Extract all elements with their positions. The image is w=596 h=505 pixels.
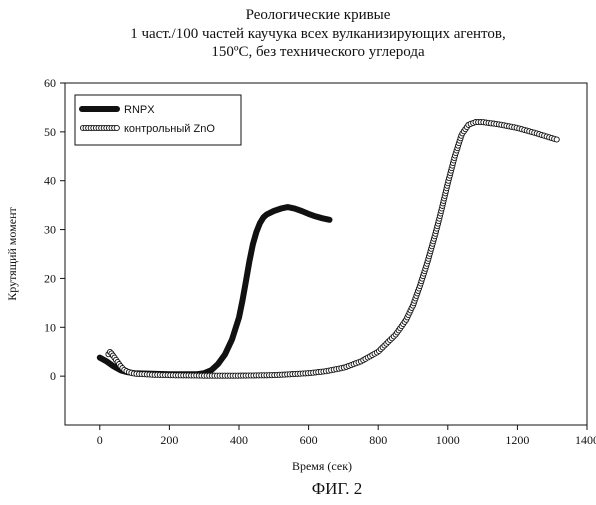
y-tick-label: 10 xyxy=(44,320,56,334)
legend-swatch-point xyxy=(114,125,119,130)
y-tick-label: 30 xyxy=(44,223,56,237)
x-tick-label: 0 xyxy=(97,433,103,447)
y-tick-label: 20 xyxy=(44,271,56,285)
legend-box xyxy=(75,95,241,145)
x-tick-label: 400 xyxy=(230,433,248,447)
y-tick-label: 0 xyxy=(50,369,56,383)
series-layer xyxy=(100,120,560,379)
y-tick-label: 60 xyxy=(44,76,56,90)
x-tick-label: 600 xyxy=(300,433,318,447)
chart-title-line-2: 1 част./100 частей каучука всех вулканиз… xyxy=(130,26,506,42)
figure-label: ФИГ. 2 xyxy=(312,479,363,498)
x-tick-label: 1400 xyxy=(575,433,596,447)
legend-label-zno: контрольный ZnO xyxy=(124,123,215,135)
chart-title-line-3: 150ºC, без технического углерода xyxy=(211,44,425,60)
legend: RNPX контрольный ZnO xyxy=(75,95,241,145)
series-point-zno xyxy=(554,137,559,142)
y-tick-label: 40 xyxy=(44,174,56,188)
x-tick-label: 1000 xyxy=(436,433,460,447)
legend-swatch-zno xyxy=(80,125,119,130)
series-line-zno xyxy=(106,120,559,379)
series-line-rnpx xyxy=(100,207,330,374)
x-axis-label: Время (сек) xyxy=(292,459,352,473)
chart-title-line-1: Реологические кривые xyxy=(246,7,391,23)
x-tick-label: 1200 xyxy=(505,433,529,447)
legend-label-rnpx: RNPX xyxy=(124,104,155,116)
x-tick-label: 800 xyxy=(369,433,387,447)
y-axis-label: Крутящий момент xyxy=(5,207,19,301)
x-tick-label: 200 xyxy=(160,433,178,447)
y-tick-label: 50 xyxy=(44,125,56,139)
